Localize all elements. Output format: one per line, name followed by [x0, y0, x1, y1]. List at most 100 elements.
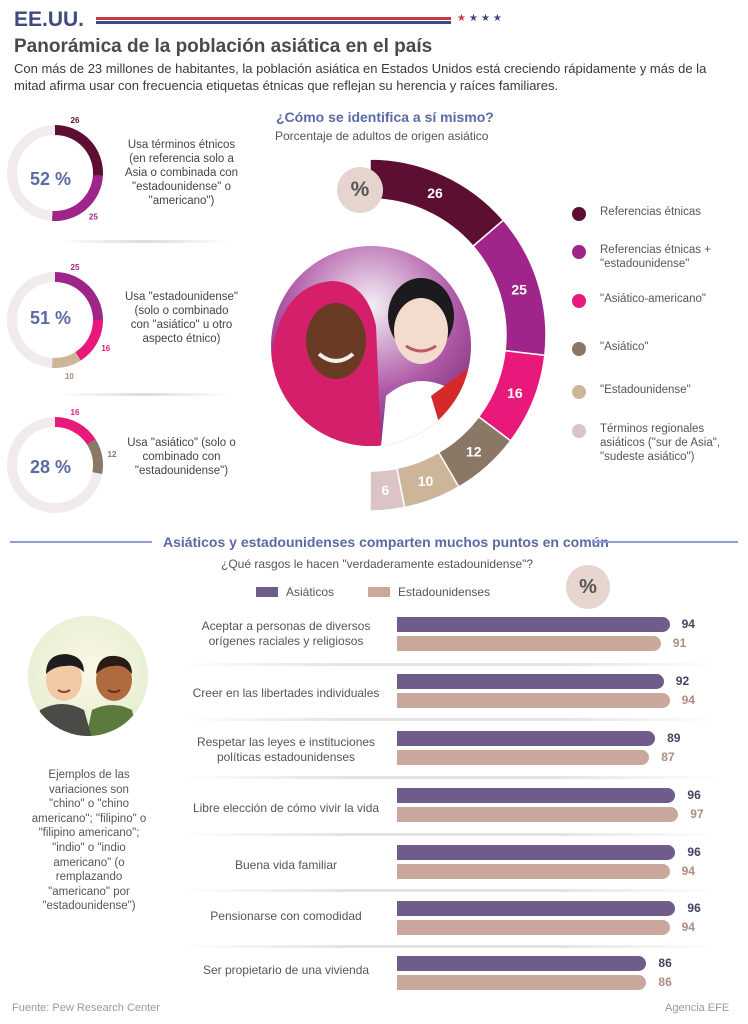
bar-value-label: 94: [681, 693, 695, 707]
small-donut-slice: [55, 417, 96, 445]
star-icon: ★: [492, 13, 502, 24]
small-donut-label: 12: [108, 450, 117, 459]
big-donut-chart: 26 25 16 12 10 6: [369, 158, 547, 512]
small-donut-label: 26: [71, 116, 80, 125]
legend-label: "Asiático": [600, 341, 649, 353]
small-donut-label: 25: [89, 213, 98, 222]
bars-legend-asiaticos: Asiáticos: [256, 585, 334, 599]
divider: [180, 889, 720, 892]
section-rule: [592, 541, 738, 543]
legend-label: Asiáticos: [286, 585, 335, 599]
star-icon: ★: [480, 13, 490, 24]
legend-swatch: [256, 587, 278, 597]
agency-credit: Agencia EFE: [665, 1002, 730, 1014]
donut-slice-label: 16: [507, 385, 523, 401]
star-icon: ★: [457, 13, 466, 24]
legend-label: Referencias étnicas + "estadounidense": [600, 244, 711, 270]
bars-subtitle: ¿Qué rasgos le hacen "verdaderamente est…: [221, 557, 534, 571]
bar-value-label: 94: [681, 864, 695, 878]
bar-asiaticos: [397, 674, 664, 689]
section-rule: [10, 541, 152, 543]
small-donut-2-desc: Usa "estadounidense" (solo o combinado c…: [124, 291, 239, 345]
legend-swatch: [572, 342, 586, 356]
bar-estadounidenses: [397, 750, 650, 765]
divider: [180, 833, 720, 836]
donut-slice-label: 12: [466, 444, 482, 460]
small-donut-slice: [55, 125, 103, 177]
percent-badge: %: [566, 565, 610, 609]
page-title: Panorámica de la población asiática en e…: [14, 36, 433, 57]
legend-swatch: [368, 587, 390, 597]
donut-slice-label: 25: [511, 281, 527, 297]
header-stars: ★ ★ ★ ★: [457, 13, 502, 25]
percent-badge: %: [337, 167, 383, 213]
bar-value-label: 94: [681, 617, 695, 631]
small-donut-2-pct: 51 %: [30, 308, 72, 328]
legend-item: "Asiático-americano": [572, 292, 730, 308]
bar-category-label: Buena vida familiar: [234, 858, 338, 872]
small-donut-label: 10: [65, 372, 74, 381]
small-donut-slice: [75, 320, 103, 361]
header-stripe-red: [96, 17, 451, 20]
bar-asiaticos: [397, 617, 670, 632]
divider: [180, 663, 720, 666]
divider: [60, 240, 230, 243]
legend-item: "Asiático": [572, 340, 730, 356]
small-donut-slice: [87, 439, 103, 474]
legend-swatch: [572, 294, 586, 308]
legend-label: "Estadounidense": [600, 384, 691, 396]
bar-value-label: 89: [667, 731, 681, 745]
people-illustration: [26, 614, 150, 738]
legend-label: Estadounidenses: [398, 585, 491, 599]
bar-category-label: Aceptar a personas de diversos orígenes …: [201, 619, 371, 648]
bar-value-label: 94: [681, 920, 695, 934]
legend-item: "Estadounidense": [572, 383, 730, 399]
donut-slice: [471, 219, 547, 357]
bar-estadounidenses: [397, 693, 670, 708]
bar-asiaticos: [397, 731, 656, 746]
bar-category-label: Libre elección de cómo vivir la vida: [192, 801, 380, 815]
bar-category-label: Pensionarse con comodidad: [210, 909, 362, 923]
small-donut-label: 16: [101, 344, 110, 353]
bar-asiaticos: [397, 956, 647, 971]
legend-swatch: [572, 385, 586, 399]
small-donut-slice: [55, 272, 103, 320]
bar-value-label: 92: [675, 674, 690, 688]
legend-item: Referencias étnicas + "estadounidense": [572, 243, 730, 271]
bar-estadounidenses: [397, 807, 679, 822]
bar-value-label: 91: [672, 636, 687, 650]
legend-label: Términos regionales asiáticos ("sur de A…: [600, 423, 721, 463]
small-donut-slice: [51, 175, 103, 221]
legend-item: Referencias étnicas: [572, 205, 730, 221]
legend-swatch: [572, 245, 586, 259]
small-donut-label: 16: [71, 408, 80, 417]
small-donut-3-desc: Usa "asiático" (solo o combinado con "es…: [127, 437, 236, 477]
bar-value-label: 97: [690, 807, 704, 821]
divider: [180, 718, 720, 721]
bars-title: Asiáticos y estadounidenses comparten mu…: [163, 534, 609, 550]
bar-asiaticos: [397, 901, 676, 916]
bar-estadounidenses: [397, 864, 670, 879]
bar-estadounidenses: [397, 636, 661, 651]
header-stripe-blue: [96, 21, 451, 24]
legend-item: Términos regionales asiáticos ("sur de A…: [572, 422, 730, 464]
bar-value-label: 96: [687, 788, 701, 802]
small-donut-1-desc: Usa términos étnicos (en referencia solo…: [124, 139, 239, 207]
bar-asiaticos: [397, 845, 676, 860]
divider: [60, 393, 230, 396]
divider: [180, 776, 720, 779]
bars-legend-estadounidenses: Estadounidenses: [368, 585, 490, 599]
divider: [180, 945, 720, 948]
bar-value-label: 86: [658, 975, 672, 989]
donut-subtitle: Porcentaje de adultos de origen asiático: [275, 129, 489, 143]
legend-label: Referencias étnicas: [600, 206, 701, 218]
donut-slice-label: 6: [382, 482, 390, 498]
star-icon: ★: [468, 13, 478, 24]
bar-estadounidenses: [397, 920, 670, 935]
bar-value-label: 87: [661, 750, 675, 764]
bar-value-label: 96: [687, 901, 701, 915]
bar-category-label: Respetar las leyes e instituciones polít…: [196, 735, 376, 764]
donut-slice: [369, 467, 406, 512]
legend-label: "Asiático-americano": [600, 293, 706, 305]
bar-category-label: Creer en las libertades individuales: [192, 686, 380, 700]
